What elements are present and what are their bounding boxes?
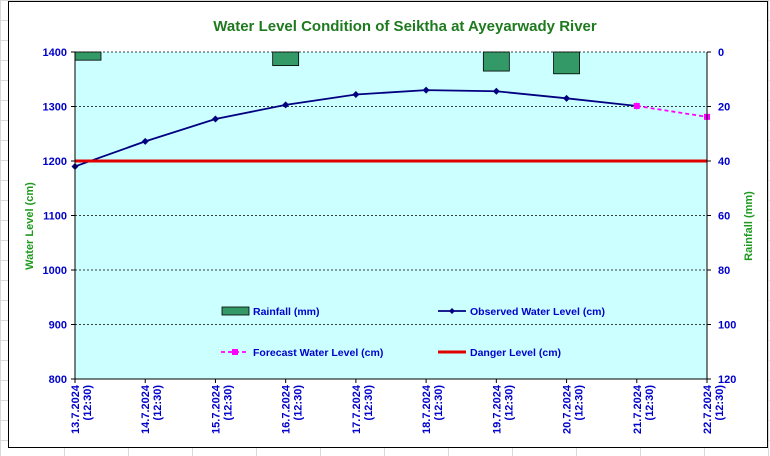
y-axis-title: Water Level (cm) [24, 182, 36, 270]
observed-point[interactable] [211, 115, 219, 123]
y-tick-label: 1100 [43, 211, 67, 223]
y-tick-label: 1200 [43, 156, 67, 168]
legend-rainfall-label: Rainfall (mm) [253, 306, 320, 318]
legend-forecast-marker [232, 349, 238, 355]
y2-axis-title: Rainfall (mm) [743, 191, 755, 261]
x-tick-date: 14.7.2024 [140, 384, 152, 434]
x-tick-label: 14.7.2024(12:30) [140, 384, 164, 434]
y-tick-label: 900 [49, 320, 67, 332]
observed-point[interactable] [352, 91, 360, 99]
x-tick-date: 16.7.2024 [281, 384, 293, 434]
legend-rainfall-swatch [221, 306, 250, 316]
x-tick-date: 22.7.2024 [702, 384, 714, 434]
legend: Rainfall (mm) Observed Water Level (cm) … [221, 306, 605, 359]
y2-tick-label: 40 [718, 156, 730, 168]
forecast-point[interactable] [633, 102, 640, 109]
x-tick-time: (12:30) [152, 385, 164, 421]
x-tick-time: (12:30) [363, 385, 375, 421]
x-tick-time: (12:30) [433, 385, 445, 421]
x-tick-label: 17.7.2024(12:30) [351, 384, 375, 434]
y2-tick-label: 100 [718, 320, 736, 332]
y2-tick-label: 0 [718, 47, 724, 59]
x-tick-time: (12:30) [644, 385, 656, 421]
x-tick-time: (12:30) [293, 385, 305, 421]
chart-title: Water Level Condition of Seiktha at Ayey… [213, 18, 597, 35]
y2-tick-label: 80 [718, 265, 730, 277]
x-tick-time: (12:30) [222, 385, 234, 421]
x-tick-label: 22.7.2024(12:30) [702, 384, 726, 434]
forecast-line[interactable] [636, 105, 708, 118]
rainfall-bar[interactable] [272, 51, 300, 67]
x-tick-time: (12:30) [574, 385, 586, 421]
x-tick-time: (12:30) [503, 385, 515, 421]
x-tick-label: 18.7.2024(12:30) [421, 384, 445, 434]
x-tick-date: 18.7.2024 [421, 384, 433, 434]
x-tick-label: 19.7.2024(12:30) [491, 384, 515, 434]
x-tick-label: 15.7.2024(12:30) [210, 384, 234, 434]
x-tick-date: 21.7.2024 [632, 384, 644, 434]
rainfall-bar[interactable] [74, 51, 102, 61]
x-tick-label: 21.7.2024(12:30) [632, 384, 656, 434]
y2-tick-label: 120 [718, 374, 736, 386]
rainfall-bar[interactable] [553, 51, 580, 75]
x-tick-date: 20.7.2024 [562, 384, 574, 434]
x-tick-label: 16.7.2024(12:30) [281, 384, 305, 434]
y2-tick-label: 20 [718, 102, 730, 114]
legend-danger-label: Danger Level (cm) [470, 347, 561, 359]
x-tick-time: (12:30) [714, 385, 726, 421]
x-tick-time: (12:30) [82, 385, 94, 421]
y-tick-label: 1300 [43, 102, 67, 114]
legend-observed-marker [449, 308, 455, 314]
x-tick-date: 19.7.2024 [491, 384, 503, 434]
observed-point[interactable] [492, 87, 500, 95]
observed-point[interactable] [282, 101, 290, 109]
y-tick-label: 800 [49, 374, 67, 386]
y2-tick-label: 60 [718, 211, 730, 223]
y-tick-label: 1400 [43, 47, 67, 59]
y-tick-label: 1000 [43, 265, 67, 277]
x-tick-date: 13.7.2024 [70, 384, 82, 434]
x-tick-label: 13.7.2024(12:30) [70, 384, 94, 434]
observed-point[interactable] [563, 94, 571, 102]
legend-forecast-label: Forecast Water Level (cm) [253, 347, 383, 359]
observed-point[interactable] [422, 86, 430, 94]
legend-observed-label: Observed Water Level (cm) [470, 306, 605, 318]
observed-point[interactable] [141, 137, 149, 145]
rainfall-bar[interactable] [482, 51, 510, 72]
x-tick-date: 17.7.2024 [351, 384, 363, 434]
x-tick-date: 15.7.2024 [210, 384, 222, 434]
x-tick-label: 20.7.2024(12:30) [562, 384, 586, 434]
